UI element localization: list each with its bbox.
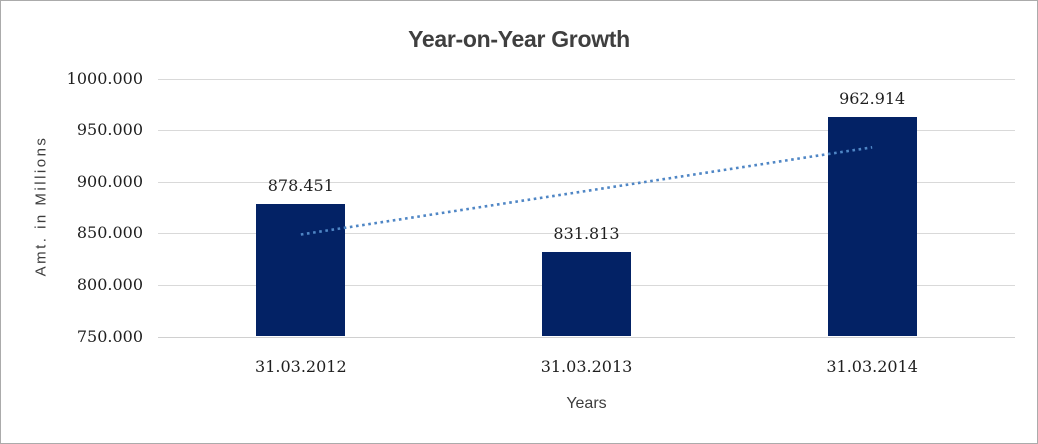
gridline [158,78,1015,80]
gridline [158,130,1015,132]
bar [256,203,346,337]
bar-value-label: 831.813 [553,224,620,244]
bar-value-label: 878.451 [267,175,334,195]
y-tick-label: 1000.000 [66,68,143,88]
y-tick-label: 750.000 [76,326,143,346]
x-tick-label: 31.03.2012 [255,357,347,376]
bar [542,252,631,337]
y-tick-label: 950.000 [76,120,143,140]
x-tick-label: 31.03.2014 [826,357,918,376]
bar-value-label: 962.914 [839,88,906,108]
gridline [158,336,1015,338]
trendline-line [300,146,873,236]
y-tick-label: 800.000 [76,274,143,294]
y-axis-title: Amt. in Millions [32,135,50,277]
y-tick-label: 850.000 [76,223,143,243]
chart-title: Year-on-Year Growth [408,26,630,52]
y-tick-label: 900.000 [76,171,143,191]
x-tick-label: 31.03.2013 [540,357,633,376]
bar [827,116,917,337]
x-axis-title: Years [566,395,607,412]
